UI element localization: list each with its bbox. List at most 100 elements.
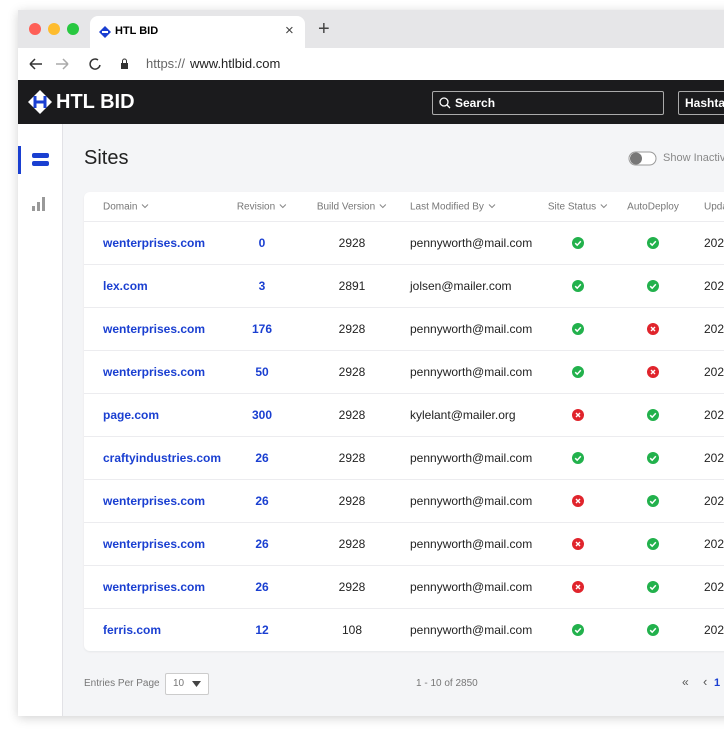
domain-link[interactable]: wenterprises.com [103, 236, 206, 250]
tab-icon [99, 26, 111, 38]
build-version: 2928 [338, 236, 366, 250]
page-title: Sites [84, 147, 129, 169]
tab[interactable]: HTL BID × [90, 16, 305, 48]
reports-icon[interactable] [32, 196, 48, 212]
revision-link[interactable]: 26 [255, 451, 269, 465]
updated: 202 [704, 494, 724, 508]
row-divider [84, 350, 724, 351]
modified-by: pennyworth@mail.com [410, 580, 533, 594]
revision-link[interactable]: 300 [251, 408, 273, 422]
nav-button[interactable]: Hashtag [678, 91, 724, 115]
build-version: 2928 [338, 494, 366, 508]
modified-by: pennyworth@mail.com [410, 623, 533, 637]
domain-link[interactable]: ferris.com [103, 623, 162, 637]
domain-link[interactable]: wenterprises.com [103, 494, 206, 508]
revision-link[interactable]: 0 [258, 236, 266, 250]
row-divider [84, 479, 724, 480]
status-ok-icon [572, 452, 584, 464]
build-version: 2928 [338, 537, 366, 551]
close-dot[interactable] [29, 23, 41, 35]
sites-icon[interactable] [32, 152, 50, 168]
revision-link[interactable]: 12 [255, 623, 269, 637]
domain-link[interactable]: wenterprises.com [103, 580, 206, 594]
tab-close[interactable]: × [285, 22, 294, 39]
column-header: AutoDeploy [627, 201, 679, 213]
domain-link[interactable]: page.com [103, 408, 160, 422]
build-version: 108 [341, 623, 363, 637]
nav-buttons [29, 58, 128, 70]
status-ok-icon [572, 237, 584, 249]
status-ok-icon [572, 366, 584, 378]
updated: 202 [704, 322, 724, 336]
domain-link[interactable]: wenterprises.com [103, 537, 206, 551]
sort-caret [600, 204, 608, 209]
browser-window: HTL BID × + https:// www.htlbid.com HTL … [18, 10, 724, 716]
toggle-label: Show Inactive [663, 152, 724, 164]
revision-link[interactable]: 26 [255, 580, 269, 594]
sort-caret [279, 204, 287, 209]
status-error-icon [572, 581, 584, 593]
tab-title: HTL BID [115, 25, 159, 37]
url-scheme[interactable]: https:// [146, 56, 186, 71]
sort-caret [379, 204, 387, 209]
autodeploy-ok-icon [647, 280, 659, 292]
revision-link[interactable]: 3 [258, 279, 266, 293]
column-header[interactable]: Build Version [317, 202, 387, 213]
toggle[interactable] [628, 151, 658, 167]
modified-by: kylelant@mailer.org [410, 408, 516, 422]
pager-first[interactable]: « [682, 675, 689, 689]
row-divider [84, 565, 724, 566]
column-header: Upda [704, 201, 724, 213]
updated: 202 [704, 623, 724, 637]
modified-by: pennyworth@mail.com [410, 451, 533, 465]
url-host[interactable]: www.htlbid.com [190, 56, 281, 71]
sidebar [18, 124, 63, 716]
search-placeholder: Search [455, 96, 496, 110]
autodeploy-ok-icon [647, 581, 659, 593]
revision-link[interactable]: 26 [255, 537, 269, 551]
column-header[interactable]: Domain [103, 202, 149, 213]
pager-prev[interactable]: ‹ [703, 674, 708, 689]
row-divider [84, 436, 724, 437]
row-divider [84, 264, 724, 265]
autodeploy-ok-icon [647, 624, 659, 636]
updated: 202 [704, 408, 724, 422]
column-header[interactable]: Last Modified By [410, 202, 496, 213]
entries-select[interactable]: 10 [165, 673, 209, 695]
brand-logo [28, 90, 52, 114]
domain-link[interactable]: wenterprises.com [103, 365, 206, 379]
autodeploy-ok-icon [647, 538, 659, 550]
domain-link[interactable]: lex.com [103, 279, 148, 293]
range-label: 1 - 10 of 2850 [416, 678, 478, 689]
revision-link[interactable]: 26 [255, 494, 269, 508]
row-divider [84, 393, 724, 394]
updated: 202 [704, 537, 724, 551]
column-header[interactable]: Revision [237, 202, 287, 213]
domain-link[interactable]: wenterprises.com [103, 322, 206, 336]
autodeploy-ok-icon [647, 452, 659, 464]
search-icon [439, 97, 451, 109]
status-error-icon [572, 409, 584, 421]
select-caret [192, 681, 201, 687]
revision-link[interactable]: 50 [255, 365, 269, 379]
column-header[interactable]: Site Status [548, 202, 608, 213]
revision-link[interactable]: 176 [251, 322, 273, 336]
sort-caret [142, 204, 149, 209]
nav-button-label: Hashtag [685, 96, 724, 110]
build-version: 2928 [338, 580, 366, 594]
modified-by: pennyworth@mail.com [410, 322, 533, 336]
build-version: 2891 [338, 279, 366, 293]
pager-current[interactable]: 1 [714, 677, 721, 689]
build-version: 2928 [338, 322, 366, 336]
address-bar: https:// www.htlbid.com [18, 48, 724, 81]
modified-by: pennyworth@mail.com [410, 365, 533, 379]
max-dot[interactable] [67, 23, 79, 35]
brand[interactable]: HTL BID [56, 91, 135, 113]
domain-link[interactable]: craftyindustries.com [103, 451, 222, 465]
search-box[interactable]: Search [432, 91, 664, 115]
active-indicator [18, 146, 21, 174]
new-tab[interactable]: + [318, 18, 330, 40]
window-controls [29, 23, 79, 35]
min-dot[interactable] [48, 23, 60, 35]
